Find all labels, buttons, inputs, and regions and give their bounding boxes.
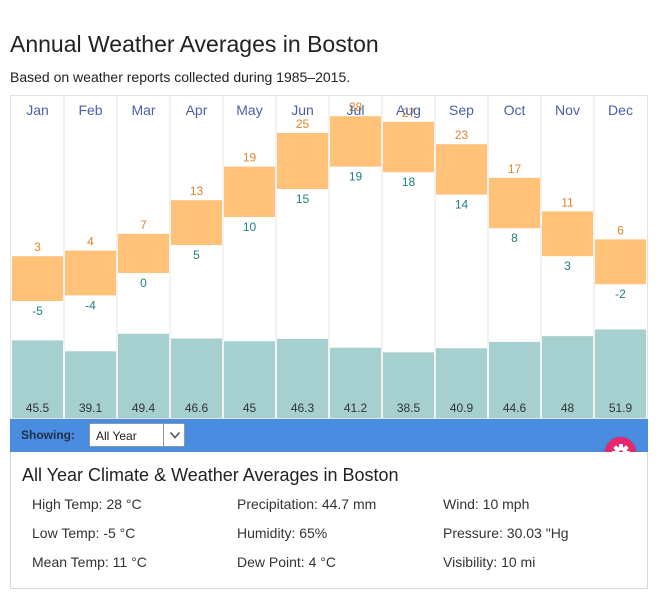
stat-wind: Wind: 10 mph [443,496,530,512]
temp-band [383,121,434,173]
temp-band [12,256,63,301]
precip-label: 45.5 [26,401,50,415]
high-temp-label: 19 [243,151,257,165]
temp-band [330,116,381,167]
stat-humidity: Humidity: 65% [237,525,328,541]
month-label: Aug [396,102,421,118]
precip-label: 45 [243,401,257,415]
summary-title: All Year Climate & Weather Averages in B… [22,465,399,485]
precip-label: 46.3 [291,401,315,415]
page-title: Annual Weather Averages in Boston [10,31,379,57]
showing-label: Showing: [21,428,75,442]
month-label: Mar [131,102,155,118]
temp-band [436,144,487,195]
precip-bar [542,336,593,418]
precip-bar [595,329,646,418]
high-temp-label: 17 [508,162,522,176]
precip-label: 40.9 [450,401,474,415]
high-temp-label: 7 [140,218,147,232]
precip-bar [65,351,116,418]
month-label: Dec [608,102,633,118]
stat-mean-temp: Mean Temp: 11 °C [32,554,147,570]
period-select-value: All Year [96,429,137,443]
high-temp-label: 4 [87,235,94,249]
temp-band [171,200,222,245]
precip-label: 46.6 [185,401,209,415]
precip-label: 48 [561,401,575,415]
period-select[interactable]: All Year [89,423,185,447]
month-label: Oct [504,102,526,118]
precip-bar [330,347,381,418]
high-temp-label: 6 [617,223,624,237]
weather-chart: 45.5 3 -5 Jan 39.1 4 -4 Feb 49.4 7 0 Mar 46.6 13 5 Apr 4… [10,95,648,419]
high-temp-label: 11 [561,195,574,209]
temp-band [595,239,646,285]
temp-band [65,250,116,296]
high-temp-label: 27 [402,106,416,120]
precip-bar [489,341,540,418]
low-temp-label: 19 [349,170,363,184]
precip-label: 49.4 [132,401,156,415]
low-temp-label: 10 [243,220,257,234]
month-label: Jun [291,102,314,118]
temp-band [118,233,169,273]
stat-pressure: Pressure: 30.03 "Hg [443,525,569,541]
month-label: Jan [26,102,49,118]
month-label: Sep [449,102,474,118]
weather-chart-svg: 45.5 3 -5 Jan 39.1 4 -4 Feb 49.4 7 0 Mar 46.6 13 5 Apr 4… [12,96,646,418]
precip-bar [383,352,434,418]
low-temp-label: 0 [140,276,147,290]
precip-bar [12,340,63,418]
low-temp-label: 3 [564,259,571,273]
stat-visibility: Visibility: 10 mi [443,554,536,570]
precip-bar [277,339,328,418]
precip-label: 41.2 [344,401,368,415]
summary-panel: All Year Climate & Weather Averages in B… [10,452,648,589]
month-label: Feb [78,102,102,118]
select-divider [163,424,164,446]
month-label: Nov [555,102,580,118]
stat-high-temp: High Temp: 28 °C [32,496,142,512]
controls-bar: Showing: All Year [10,419,648,452]
month-label: Apr [186,102,208,118]
stat-dew-point: Dew Point: 4 °C [237,554,336,570]
precip-label: 44.6 [503,401,527,415]
low-temp-label: 5 [193,248,200,262]
stat-low-temp: Low Temp: -5 °C [32,525,136,541]
stat-precipitation: Precipitation: 44.7 mm [237,496,377,512]
high-temp-label: 28 [349,100,363,114]
temp-band [542,211,593,257]
precip-bar [224,341,275,418]
low-temp-label: 14 [455,198,469,212]
temp-band [224,166,275,217]
month-label: May [236,102,262,118]
month-label: Jul [347,102,365,118]
low-temp-label: 18 [402,175,416,189]
precip-label: 51.9 [609,401,633,415]
low-temp-label: 8 [511,231,518,245]
temp-band [277,133,328,189]
precip-bar [118,333,169,418]
low-temp-label: -4 [85,298,96,312]
page-subtitle: Based on weather reports collected durin… [10,69,351,85]
high-temp-label: 23 [455,128,469,142]
precip-bar [436,348,487,418]
high-temp-label: 3 [34,240,41,254]
high-temp-label: 25 [296,117,310,131]
precip-bar [171,338,222,418]
temp-band [489,177,540,229]
high-temp-label: 13 [190,184,204,198]
chevron-down-icon [169,431,181,439]
precip-label: 38.5 [397,401,421,415]
precip-label: 39.1 [79,401,103,415]
low-temp-label: -2 [615,287,626,301]
low-temp-label: -5 [32,304,43,318]
low-temp-label: 15 [296,192,310,206]
